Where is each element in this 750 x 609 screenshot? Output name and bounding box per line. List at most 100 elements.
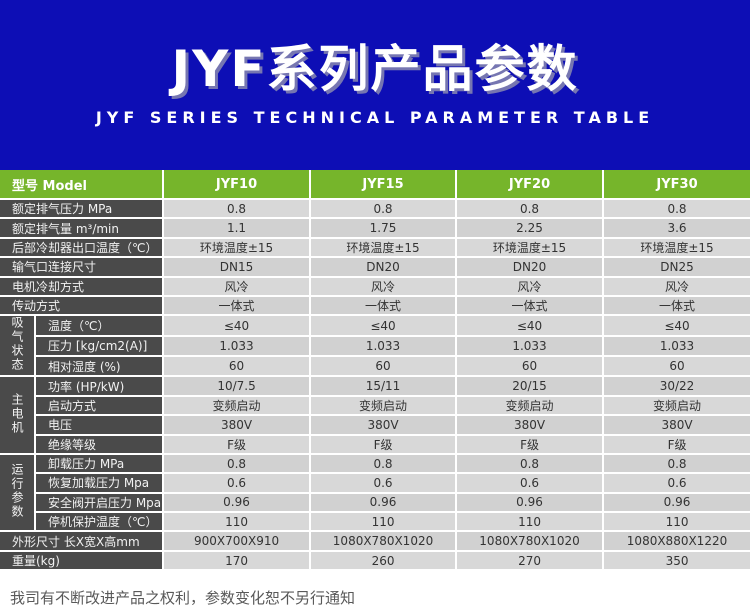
group-label-intake: 吸气状态 xyxy=(0,316,36,378)
row-label: 停机保护温度（℃） xyxy=(36,513,165,533)
cell-value: 0.96 xyxy=(311,493,458,514)
table-row: 压力 [kg/cm2(A)] 1.033 1.033 1.033 1.033 xyxy=(0,336,750,357)
cell-value: 60 xyxy=(311,357,458,378)
cell-value: 0.96 xyxy=(457,493,605,514)
cell-value: 60 xyxy=(604,357,750,378)
table-row: 绝缘等级 F级 F级 F级 F级 xyxy=(0,435,750,455)
cell-value: ≤40 xyxy=(604,316,750,337)
cell-value: 110 xyxy=(164,513,312,533)
cell-value: 0.8 xyxy=(164,454,312,475)
cell-value: 0.6 xyxy=(164,474,312,494)
table-header-row: 型号 Model JYF10 JYF15 JYF20 JYF30 xyxy=(0,170,750,200)
cell-value: 380V xyxy=(311,416,458,436)
table-row: 电压 380V 380V 380V 380V xyxy=(0,416,750,436)
cell-value: 15/11 xyxy=(311,377,458,397)
cell-value: ≤40 xyxy=(311,316,458,337)
table-row: 传动方式 一体式 一体式 一体式 一体式 xyxy=(0,296,750,317)
cell-value: 变频启动 xyxy=(604,396,750,417)
group-label-text: 运行参数 xyxy=(10,463,24,520)
cell-value: 环境温度±15 xyxy=(311,238,458,259)
cell-value: 1080X780X1020 xyxy=(311,532,458,552)
table-row: 启动方式 变频启动 变频启动 变频启动 变频启动 xyxy=(0,396,750,417)
cell-value: F级 xyxy=(604,435,750,455)
cell-value: 0.6 xyxy=(604,474,750,494)
cell-value: 1.033 xyxy=(164,336,312,357)
cell-value: 0.8 xyxy=(311,200,458,220)
table-row: 额定排气量 m³/min 1.1 1.75 2.25 3.6 xyxy=(0,219,750,239)
row-label: 卸载压力 MPa xyxy=(36,454,165,475)
cell-value: ≤40 xyxy=(164,316,312,337)
cell-value: 0.8 xyxy=(604,454,750,475)
cell-value: 900X700X910 xyxy=(164,532,312,552)
cell-value: 1.1 xyxy=(164,219,312,239)
row-label: 恢复加载压力 Mpa xyxy=(36,474,165,494)
cell-value: 110 xyxy=(457,513,605,533)
cell-value: 110 xyxy=(604,513,750,533)
cell-value: DN20 xyxy=(457,258,605,278)
cell-value: 变频启动 xyxy=(164,396,312,417)
group-label-motor: 主电机 xyxy=(0,377,36,455)
page-subtitle: JYF SERIES TECHNICAL PARAMETER TABLE xyxy=(95,108,655,128)
cell-value: 3.6 xyxy=(604,219,750,239)
row-label: 外形尺寸 长X宽X高mm xyxy=(0,532,165,552)
table-row: 重量(kg) 170 260 270 350 xyxy=(0,551,750,572)
cell-value: F级 xyxy=(457,435,605,455)
table-row: 安全阀开启压力 Mpa 0.96 0.96 0.96 0.96 xyxy=(0,493,750,514)
row-label: 电压 xyxy=(36,416,165,436)
cell-value: F级 xyxy=(164,435,312,455)
cell-value: 1080X780X1020 xyxy=(457,532,605,552)
cell-value: 2.25 xyxy=(457,219,605,239)
cell-value: 1080X880X1220 xyxy=(604,532,750,552)
table-row: 停机保护温度（℃） 110 110 110 110 xyxy=(0,513,750,533)
cell-value: 一体式 xyxy=(311,296,458,317)
row-label: 绝缘等级 xyxy=(36,435,165,455)
cell-value: 10/7.5 xyxy=(164,377,312,397)
cell-value: DN15 xyxy=(164,258,312,278)
cell-value: 60 xyxy=(457,357,605,378)
row-label: 压力 [kg/cm2(A)] xyxy=(36,336,165,357)
cell-value: 110 xyxy=(311,513,458,533)
cell-value: 270 xyxy=(457,551,605,572)
table-row: 输气口连接尺寸 DN15 DN20 DN20 DN25 xyxy=(0,258,750,278)
cell-value: 1.033 xyxy=(457,336,605,357)
banner: JYF系列产品参数 JYF SERIES TECHNICAL PARAMETER… xyxy=(0,0,750,170)
row-label: 功率 (HP/kW) xyxy=(36,377,165,397)
row-label: 额定排气量 m³/min xyxy=(0,219,165,239)
page-title: JYF系列产品参数 xyxy=(171,39,579,98)
cell-value: 0.96 xyxy=(164,493,312,514)
table-row: 主电机 功率 (HP/kW) 10/7.5 15/11 20/15 30/22 xyxy=(0,377,750,455)
cell-value: 0.6 xyxy=(457,474,605,494)
cell-value: 20/15 xyxy=(457,377,605,397)
cell-value: 170 xyxy=(164,551,312,572)
row-label: 启动方式 xyxy=(36,396,165,417)
row-label: 传动方式 xyxy=(0,296,165,317)
table-row: 电机冷却方式 风冷 风冷 风冷 风冷 xyxy=(0,277,750,297)
cell-value: 60 xyxy=(164,357,312,378)
cell-value: 一体式 xyxy=(164,296,312,317)
disclaimer-note: 我司有不断改进产品之权利，参数变化恕不另行通知 xyxy=(10,589,356,608)
row-label: 后部冷却器出口温度（℃） xyxy=(0,238,165,259)
cell-value: 风冷 xyxy=(457,277,605,297)
row-label: 安全阀开启压力 Mpa xyxy=(36,493,165,514)
cell-value: 0.6 xyxy=(311,474,458,494)
cell-value: 0.8 xyxy=(457,454,605,475)
table-row: 恢复加载压力 Mpa 0.6 0.6 0.6 0.6 xyxy=(0,474,750,494)
cell-value: 1.75 xyxy=(311,219,458,239)
header-model: 型号 Model xyxy=(0,170,165,200)
spec-table: 型号 Model JYF10 JYF15 JYF20 JYF30 额定排气压力 … xyxy=(0,170,750,572)
cell-value: 1.033 xyxy=(604,336,750,357)
row-label: 温度（℃） xyxy=(36,316,165,337)
cell-value: 0.8 xyxy=(164,200,312,220)
cell-value: 一体式 xyxy=(457,296,605,317)
cell-value: DN20 xyxy=(311,258,458,278)
table-row: 运行参数 卸载压力 MPa 0.8 0.8 0.8 0.8 xyxy=(0,454,750,533)
cell-value: 环境温度±15 xyxy=(164,238,312,259)
row-label: 相对湿度 (%) xyxy=(36,357,165,378)
cell-value: F级 xyxy=(311,435,458,455)
row-label: 重量(kg) xyxy=(0,551,165,572)
cell-value: 0.8 xyxy=(604,200,750,220)
cell-value: 变频启动 xyxy=(311,396,458,417)
cell-value: 环境温度±15 xyxy=(604,238,750,259)
header-col-jyf10: JYF10 xyxy=(164,170,312,200)
cell-value: 风冷 xyxy=(604,277,750,297)
